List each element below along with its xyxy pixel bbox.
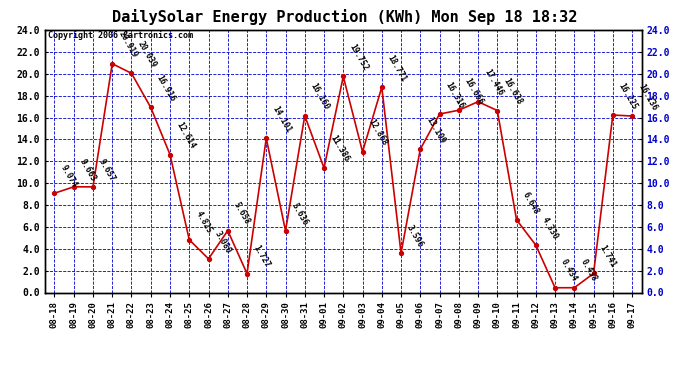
- Text: 16.136: 16.136: [636, 82, 659, 112]
- Text: 5.636: 5.636: [290, 201, 310, 227]
- Text: 0.434: 0.434: [559, 258, 579, 284]
- Text: 20.919: 20.919: [117, 30, 139, 60]
- Text: 14.101: 14.101: [270, 104, 293, 134]
- Text: 11.386: 11.386: [328, 134, 351, 164]
- Text: 0.438: 0.438: [578, 258, 598, 284]
- Text: 18.771: 18.771: [386, 53, 408, 83]
- Text: 16.666: 16.666: [463, 76, 485, 106]
- Text: 6.648: 6.648: [521, 190, 541, 216]
- Text: 3.596: 3.596: [405, 224, 425, 249]
- Text: 9.663: 9.663: [78, 157, 98, 183]
- Text: 4.330: 4.330: [540, 215, 560, 241]
- Text: 9.074: 9.074: [59, 164, 79, 189]
- Text: 16.316: 16.316: [444, 80, 466, 110]
- Text: 12.868: 12.868: [366, 118, 389, 148]
- Text: 9.657: 9.657: [97, 157, 117, 183]
- Text: 16.916: 16.916: [155, 74, 177, 104]
- Text: 4.825: 4.825: [193, 210, 213, 236]
- Text: 16.225: 16.225: [617, 81, 640, 111]
- Text: 1.727: 1.727: [251, 244, 271, 270]
- Text: 20.039: 20.039: [136, 39, 158, 69]
- Text: 17.446: 17.446: [482, 68, 504, 98]
- Text: 5.658: 5.658: [232, 201, 252, 226]
- Text: 13.109: 13.109: [424, 115, 447, 145]
- Text: Copyright 2006 Cartronics.com: Copyright 2006 Cartronics.com: [48, 32, 193, 40]
- Text: 3.080: 3.080: [213, 229, 233, 255]
- Text: 16.160: 16.160: [309, 82, 331, 112]
- Text: 12.614: 12.614: [174, 120, 197, 150]
- Text: 16.638: 16.638: [502, 76, 524, 106]
- Text: 19.752: 19.752: [348, 42, 370, 72]
- Text: DailySolar Energy Production (KWh) Mon Sep 18 18:32: DailySolar Energy Production (KWh) Mon S…: [112, 9, 578, 26]
- Text: 1.741: 1.741: [598, 244, 618, 269]
